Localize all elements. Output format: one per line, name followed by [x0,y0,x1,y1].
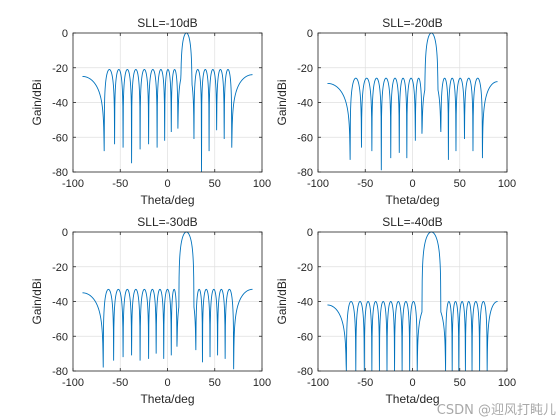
watermark-text: CSDN @迎风打盹儿 [436,403,556,418]
x-tick-label: -100 [307,178,329,190]
y-tick-label: 0 [307,28,313,40]
x-tick-label: 100 [253,377,271,389]
y-tick-label: -80 [52,366,68,378]
x-tick-label: 50 [209,377,221,389]
y-tick-label: -60 [297,331,313,343]
x-tick-label: 0 [409,377,415,389]
chart-title: SLL=-10dB [137,16,197,30]
chart-panel-3: -100 -50 0 50 100 -80 -60 -40 -20 0 SLL=-30dB Theta… [30,215,271,406]
x-axis-label: Theta/deg [140,392,194,406]
y-axis-label: Gain/dBi [275,79,289,125]
y-axis-label: Gain/dBi [30,278,44,324]
y-tick-label: -80 [52,167,68,179]
y-tick-label: -20 [52,63,68,75]
chart-panel-2: -100 -50 0 50 100 -80 -60 -40 -20 0 SLL=-20dB Theta… [275,16,516,207]
x-tick-label: -50 [112,178,128,190]
y-tick-label: 0 [62,227,68,239]
y-tick-label: -80 [297,167,313,179]
chart-title: SLL=-20dB [382,16,442,30]
x-tick-label: 0 [164,178,170,190]
x-tick-label: -50 [357,178,373,190]
y-tick-label: 0 [62,28,68,40]
x-tick-label: -100 [307,377,329,389]
x-axis-label: Theta/deg [140,193,194,207]
x-tick-label: 100 [253,178,271,190]
y-axis-label: Gain/dBi [30,79,44,125]
y-tick-label: -40 [52,98,68,110]
chart-title: SLL=-30dB [137,215,197,229]
x-tick-label: 100 [498,377,516,389]
x-axis-label: Theta/deg [385,392,439,406]
x-tick-label: 0 [164,377,170,389]
x-tick-label: -100 [62,377,84,389]
y-axis-label: Gain/dBi [275,278,289,324]
x-tick-label: -50 [357,377,373,389]
y-tick-label: -40 [297,98,313,110]
x-tick-label: 50 [454,377,466,389]
y-tick-label: -40 [297,297,313,309]
series-line-1 [82,32,253,173]
y-tick-label: -80 [297,366,313,378]
chart-panel-1: -100 -50 0 50 100 -80 -60 -40 -20 0 SLL=-10dB Theta… [30,16,271,207]
x-tick-label: 50 [454,178,466,190]
x-tick-label: -50 [112,377,128,389]
y-tick-label: 0 [307,227,313,239]
chart-title: SLL=-40dB [382,215,442,229]
x-tick-label: -100 [62,178,84,190]
series-line-1 [82,231,253,370]
x-tick-label: 0 [409,178,415,190]
y-tick-label: -20 [297,262,313,274]
y-tick-label: -60 [297,132,313,144]
series-line-1 [327,32,498,171]
y-tick-label: -40 [52,297,68,309]
x-axis-label: Theta/deg [385,193,439,207]
y-tick-label: -20 [52,262,68,274]
x-tick-label: 50 [209,178,221,190]
y-tick-label: -60 [52,132,68,144]
y-tick-label: -60 [52,331,68,343]
y-tick-label: -20 [297,63,313,75]
x-tick-label: 100 [498,178,516,190]
chart-panel-4: -100 -50 0 50 100 -80 -60 -40 -20 0 SLL=-40dB Theta… [275,215,516,406]
